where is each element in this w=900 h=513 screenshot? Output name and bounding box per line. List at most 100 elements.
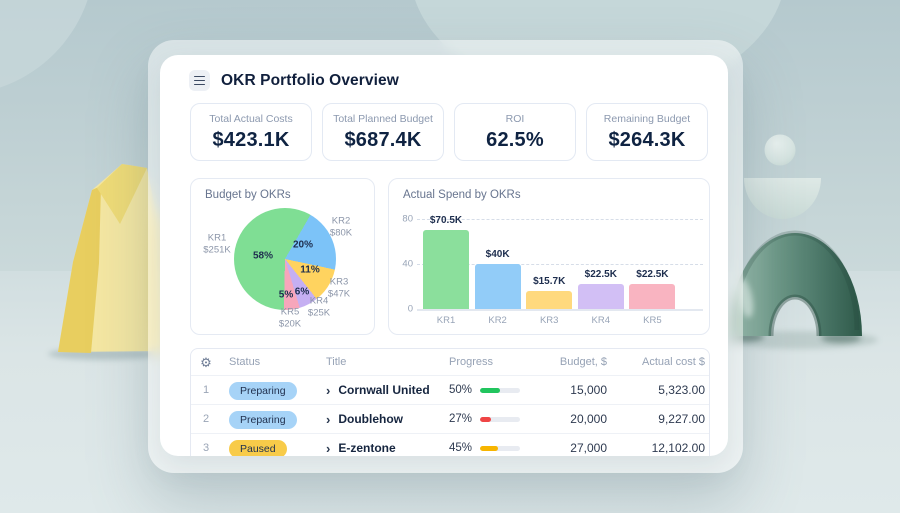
bar-value-label-kr3: $15.7K (533, 276, 566, 288)
stat-card-label: Total Planned Budget (333, 112, 433, 125)
bar-kr2[interactable] (474, 264, 521, 309)
pie-percent-label-kr1: 58% (252, 250, 274, 262)
pie-series-label-kr4: KR4 $25K (307, 295, 331, 319)
page-title: OKR Portfolio Overview (221, 71, 399, 89)
bar-value-label-kr4: $22.5K (584, 268, 617, 280)
progress-fill (480, 445, 499, 451)
progress-cell: 27% (441, 413, 521, 425)
stat-card-value: $423.1K (212, 128, 290, 151)
progress-track (480, 445, 521, 451)
bar-value-label-kr1: $70.5K (429, 214, 463, 226)
column-header-title[interactable]: Title (326, 356, 347, 368)
progress-fill (480, 387, 501, 393)
row-title: Cornwall United (338, 383, 430, 397)
title-cell: › Cornwall United (313, 383, 441, 397)
column-header-actual-cost[interactable]: Actual cost $ (642, 356, 705, 368)
budget-value: 15,000 (570, 383, 607, 397)
bar-xtick-kr5: KR5 (643, 315, 662, 326)
stat-card-label: Remaining Budget (603, 112, 691, 125)
progress-cell: 50% (441, 384, 521, 396)
pie-series-label-kr5: KR5 $20K (278, 306, 302, 330)
bar-xtick-kr4: KR4 (591, 315, 611, 326)
stat-card-value: $687.4K (344, 128, 422, 151)
progress-percent: 45% (449, 442, 473, 454)
chevron-right-icon[interactable]: › (326, 411, 331, 427)
row-number: 1 (202, 384, 210, 396)
progress-track (480, 416, 521, 422)
bar-kr5[interactable] (629, 283, 676, 309)
status-badge: Paused (229, 439, 287, 456)
bar-kr1[interactable] (423, 229, 469, 309)
progress-fill (480, 416, 491, 422)
stat-card-2: Total Planned Budget $687.4K (322, 103, 444, 161)
bar-value-label-kr5: $22.5K (636, 268, 669, 280)
bar-xtick-kr1: KR1 (436, 315, 456, 326)
table-row[interactable]: 1 Preparing › Cornwall United 50% 15,000 5,323… (191, 375, 709, 404)
pie-chart-title: Budget by OKRs (205, 189, 291, 201)
stat-card-3: ROI 62.5% (454, 103, 576, 161)
pie-percent-label-kr3: 11% (300, 264, 320, 276)
progress-cell: 45% (441, 442, 521, 454)
chevron-right-icon[interactable]: › (326, 382, 331, 398)
bar-ytick-80: 80 (402, 213, 413, 225)
row-number: 2 (202, 413, 210, 425)
app-header: OKR Portfolio Overview (189, 70, 399, 91)
status-badge: Preparing (229, 381, 297, 400)
menu-button[interactable] (189, 70, 210, 91)
pie-percent-label-kr5: 5% (278, 289, 294, 301)
bar-xtick-kr3: KR3 (539, 315, 559, 326)
table-row[interactable]: 2 Preparing › Doublehow 27% 20,000 9,227.00 (191, 404, 709, 433)
pie-series-label-kr2: KR2 $80K (329, 215, 353, 239)
stat-card-label: ROI (505, 112, 525, 125)
budget-by-okrs-card: Budget by OKRs 58% KR1 $251K 20% KR2 $80K 11% K… (190, 178, 375, 335)
stats-row: Total Actual Costs $423.1K Total Planned B… (190, 103, 708, 161)
pie-percent-label-kr2: 20% (292, 239, 314, 251)
stat-card-label: Total Actual Costs (209, 112, 293, 125)
progress-percent: 50% (449, 384, 473, 396)
title-cell: › E-zentone (313, 441, 441, 455)
actual-cost-value: 9,227.00 (658, 412, 705, 426)
row-title: Doublehow (338, 412, 404, 426)
bar-gridline-80 (417, 219, 703, 220)
status-cell: Paused (221, 439, 313, 456)
column-header-progress[interactable]: Progress (449, 356, 494, 368)
column-header-status[interactable]: Status (229, 356, 261, 368)
actual-cost-value: 5,323.00 (658, 383, 705, 397)
bar-value-label-kr2: $40K (485, 249, 510, 260)
bar-kr3[interactable] (526, 291, 573, 309)
progress-percent: 27% (449, 413, 473, 425)
budget-value: 27,000 (570, 441, 607, 455)
gear-icon[interactable]: ⚙ (200, 354, 212, 370)
pie-percent-label-kr4: 6% (294, 286, 310, 298)
pie-series-label-kr3: KR3 $47K (327, 276, 351, 300)
budget-pie-chart[interactable] (234, 208, 336, 310)
status-cell: Preparing (221, 410, 313, 429)
status-cell: Preparing (221, 381, 313, 400)
bar-kr4[interactable] (577, 283, 624, 309)
okr-table: ⚙ Status Title Progress Budget, $ Actual… (190, 348, 710, 456)
row-title: E-zentone (338, 441, 396, 455)
bar-gridline-40 (417, 264, 703, 265)
bar-ytick-0: 0 (407, 303, 413, 315)
stat-card-value: $264.3K (608, 128, 686, 151)
actual-cost-value: 12,102.00 (651, 441, 705, 455)
table-row[interactable]: 3 Paused › E-zentone 45% 27,000 12,102.00 (191, 433, 709, 456)
status-badge: Preparing (229, 410, 297, 429)
budget-value: 20,000 (570, 412, 607, 426)
pie-series-label-kr1: KR1 $251K (203, 232, 231, 256)
table-header-row: ⚙ Status Title Progress Budget, $ Actual… (191, 349, 709, 375)
stat-card-1: Total Actual Costs $423.1K (190, 103, 312, 161)
title-cell: › Doublehow (313, 412, 441, 426)
chevron-right-icon[interactable]: › (326, 440, 331, 456)
progress-track (480, 387, 521, 393)
column-header-budget[interactable]: Budget, $ (559, 356, 607, 368)
bar-axis-baseline (417, 309, 703, 311)
bar-chart-title: Actual Spend by OKRs (403, 189, 521, 201)
row-number: 3 (202, 442, 210, 454)
dashboard-window: OKR Portfolio Overview Total Actual Cost… (160, 55, 728, 456)
bar-ytick-40: 40 (402, 258, 413, 270)
stat-card-4: Remaining Budget $264.3K (586, 103, 708, 161)
bar-xtick-kr2: KR2 (488, 315, 507, 326)
actual-spend-card: Actual Spend by OKRs 0 40 80 $70.5K KR1 $40K K… (388, 178, 710, 335)
hamburger-icon (194, 75, 205, 78)
